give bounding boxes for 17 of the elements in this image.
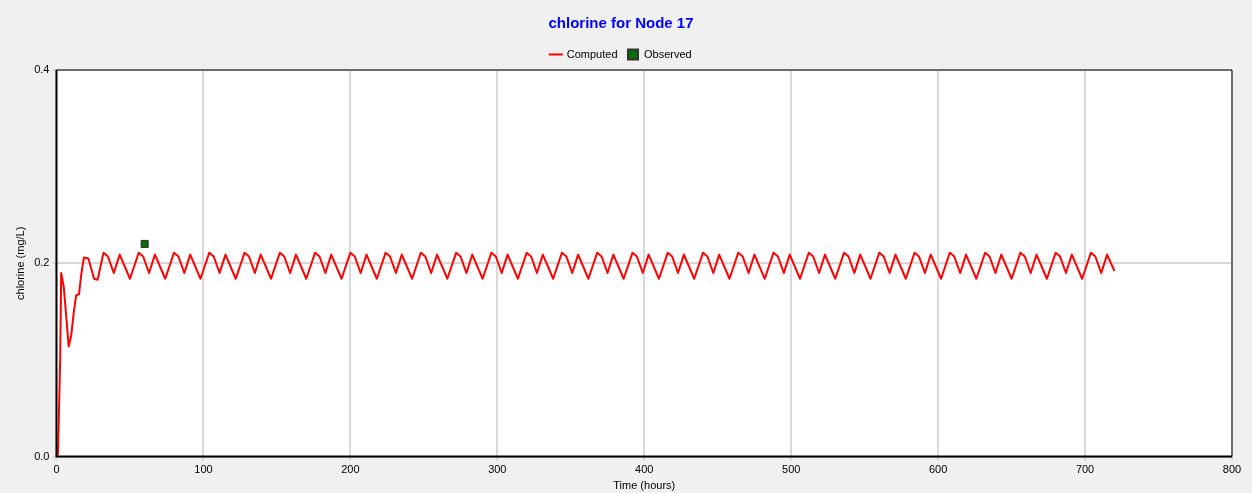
- y-tick-label: 0.2: [34, 256, 50, 269]
- x-axis-title: Time (hours): [613, 479, 676, 492]
- legend-label: Computed: [566, 47, 618, 60]
- x-tick-label: 0: [53, 463, 60, 476]
- x-tick-label: 600: [928, 463, 948, 476]
- x-tick-label: 300: [488, 463, 507, 476]
- x-tick-label: 700: [1075, 463, 1095, 476]
- chart-title: chlorine for Node 17: [548, 14, 694, 32]
- x-tick-label: 500: [782, 463, 801, 476]
- x-tick-label: 100: [194, 463, 213, 476]
- x-tick-label: 800: [1222, 463, 1242, 476]
- x-tick-label: 200: [341, 463, 360, 476]
- y-axis-title: chlorine (mg/L): [13, 226, 26, 300]
- y-tick-label: 0.0: [34, 449, 50, 462]
- legend-label: Observed: [644, 47, 692, 60]
- y-tick-label: 0.4: [34, 63, 50, 76]
- x-tick-label: 400: [635, 463, 654, 476]
